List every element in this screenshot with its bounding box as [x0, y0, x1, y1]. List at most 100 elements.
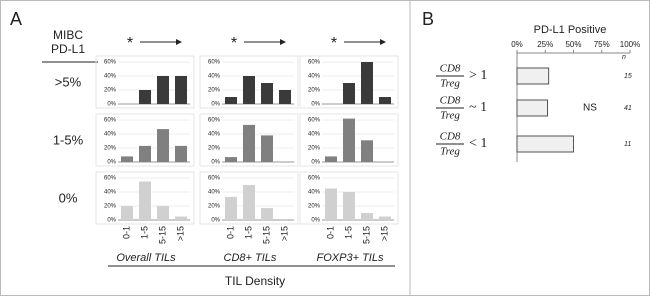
x-tick-label: 5-15: [361, 226, 371, 244]
bar: [261, 135, 273, 162]
y-tick-label: 20%: [104, 204, 117, 210]
y-tick-label: 0%: [107, 160, 116, 166]
x-tick-label: 75%: [594, 40, 610, 49]
y-tick-label: 0%: [211, 102, 220, 108]
y-tick-label: 60%: [104, 60, 117, 66]
bar: [139, 145, 151, 162]
bar: [121, 206, 133, 220]
significance: *: [331, 35, 337, 52]
bar: [361, 140, 373, 162]
y-tick-label: 60%: [208, 176, 221, 182]
y-tick-label: 40%: [308, 190, 321, 196]
bar: [243, 185, 255, 220]
fraction-numerator: CD8: [440, 131, 461, 143]
y-tick-label: 40%: [308, 74, 321, 80]
bar: [379, 97, 391, 104]
column-label: CD8+ TILs: [224, 252, 277, 264]
bar: [157, 206, 169, 220]
bar: [516, 135, 574, 153]
bar: [121, 156, 133, 162]
y-tick-label: 60%: [104, 176, 117, 182]
x-tick-label: 100%: [620, 40, 640, 49]
x-axis-label: TIL Density: [225, 274, 285, 288]
y-tick-label: 0%: [211, 160, 220, 166]
bar: [343, 192, 355, 220]
bar: [225, 97, 237, 104]
fraction-relation: ~ 1: [469, 100, 487, 115]
bar: [175, 145, 187, 162]
column-label: Overall TILs: [116, 252, 176, 264]
bar: [225, 196, 237, 220]
plot-frame: [95, 171, 195, 225]
y-tick-label: 60%: [308, 118, 321, 124]
row-label: 1-5%: [53, 132, 84, 147]
fraction-denominator: Treg: [440, 78, 460, 90]
arrow-head: [380, 39, 386, 45]
bar: [139, 181, 151, 220]
bar: [261, 83, 273, 104]
y-tick-label: 60%: [104, 118, 117, 124]
n-value: 41: [624, 105, 632, 112]
x-tick-label: 0-1: [225, 226, 235, 239]
plot-frame: [299, 171, 399, 225]
x-tick-label: 0-1: [325, 226, 335, 239]
y-tick-label: 0%: [107, 218, 116, 224]
y-tick-label: 40%: [104, 74, 117, 80]
x-tick-label: 1-5: [243, 226, 253, 239]
x-tick-label: >15: [175, 226, 185, 241]
y-tick-label: 20%: [208, 146, 221, 152]
arrow-head: [176, 39, 182, 45]
bar: [243, 76, 255, 104]
header: MIBC: [53, 28, 83, 42]
plot-frame: [199, 113, 299, 167]
y-tick-label: 40%: [208, 190, 221, 196]
bar: [379, 216, 391, 220]
plot-frame: [95, 55, 195, 109]
y-tick-label: 20%: [308, 204, 321, 210]
annotation: NS: [583, 103, 597, 114]
fraction-denominator: Treg: [440, 146, 460, 158]
bar: [516, 67, 550, 85]
bar: [279, 90, 291, 104]
n-label: n: [622, 54, 626, 61]
bar: [343, 83, 355, 104]
chart-title: PD-L1 Positive: [534, 24, 607, 36]
row-label: 0%: [59, 190, 78, 205]
x-tick-label: 5-15: [157, 226, 167, 244]
plot-frame: [199, 171, 299, 225]
header: PD-L1: [51, 42, 85, 56]
x-tick-label: >15: [379, 226, 389, 241]
plot-frame: [299, 55, 399, 109]
x-tick-label: 1-5: [139, 226, 149, 239]
x-tick-label: 0-1: [121, 226, 131, 239]
bar: [225, 157, 237, 162]
bar: [343, 118, 355, 162]
fraction-relation: > 1: [469, 68, 487, 83]
y-tick-label: 0%: [311, 218, 320, 224]
significance: *: [127, 35, 133, 52]
x-tick-label: 1-5: [343, 226, 353, 239]
y-tick-label: 20%: [208, 88, 221, 94]
bar: [325, 156, 337, 162]
bar: [261, 208, 273, 220]
bar: [516, 99, 549, 117]
x-tick-label: 25%: [537, 40, 553, 49]
panel-label: B: [422, 9, 434, 29]
fraction-numerator: CD8: [440, 95, 461, 107]
panel-label: A: [10, 9, 22, 29]
y-tick-label: 20%: [308, 88, 321, 94]
arrow-head: [280, 39, 286, 45]
bar: [175, 76, 187, 104]
y-tick-label: 60%: [308, 176, 321, 182]
y-tick-label: 20%: [104, 88, 117, 94]
y-tick-label: 20%: [104, 146, 117, 152]
bar: [157, 76, 169, 104]
y-tick-label: 20%: [208, 204, 221, 210]
y-tick-label: 40%: [104, 190, 117, 196]
y-tick-label: 60%: [208, 60, 221, 66]
x-tick-label: 50%: [565, 40, 581, 49]
y-tick-label: 60%: [308, 60, 321, 66]
y-tick-label: 0%: [311, 160, 320, 166]
bar: [325, 188, 337, 220]
